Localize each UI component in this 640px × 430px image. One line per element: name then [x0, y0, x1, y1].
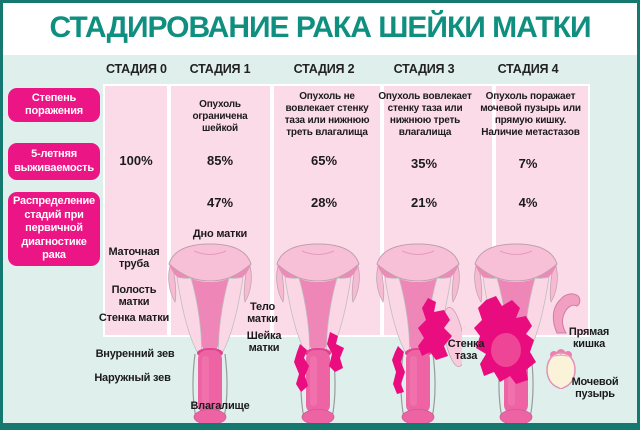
label-uterine-body: Тело матки — [247, 301, 278, 326]
infographic-title: СТАДИРОВАНИЕ РАКА ШЕЙКИ МАТКИ — [49, 11, 591, 44]
stage-1-survival-value: 85% — [206, 153, 234, 168]
label-fallopian-tube: Маточная труба — [108, 246, 160, 271]
stage-3-header: СТАДИЯ 3 — [393, 62, 455, 76]
label-rectum: Прямая кишка — [568, 326, 610, 351]
stage-2-header: СТАДИЯ 2 — [293, 62, 355, 76]
uterus-illustration-stage-2 — [276, 243, 360, 426]
rectum-illustration — [552, 293, 581, 334]
stage-4-header: СТАДИЯ 4 — [497, 62, 559, 76]
stage-2-distribution-value: 28% — [310, 195, 338, 210]
row-label-survival: 5-летняя выживаемость — [8, 143, 100, 180]
stage-0-panel — [105, 86, 167, 335]
bladder-illustration — [546, 349, 576, 389]
stage-4-description: Опухоль поражает мочевой пузырь или прям… — [480, 91, 581, 138]
stage-4-survival-value: 7% — [518, 156, 538, 171]
stage-0-survival-value: 100% — [119, 153, 153, 168]
label-uterine-wall: Стенка матки — [98, 312, 170, 324]
row-label-distribution: Распределение стадий при первичной диагн… — [8, 192, 100, 266]
stage-3-distribution-value: 21% — [410, 195, 438, 210]
label-vagina: Влагалище — [190, 400, 250, 412]
stage-0-header: СТАДИЯ 0 — [106, 62, 167, 76]
uterus-illustration-stage-4 — [474, 243, 558, 426]
stage-1-description: Опухоль ограничена шейкой — [192, 99, 248, 134]
label-internal-os: Внуренний зев — [95, 348, 175, 360]
stage-3-description: Опухоль вовлекает стенку таза или нижнюю… — [378, 91, 472, 138]
label-external-os: Наружный зев — [94, 372, 171, 384]
stage-1-distribution-value: 47% — [206, 195, 234, 210]
label-bladder: Мочевой пузырь — [571, 376, 619, 401]
uterus-illustration-stage-3 — [376, 243, 462, 426]
title-band — [3, 3, 637, 55]
label-fundus: Дно матки — [192, 228, 248, 240]
stage-2-survival-value: 65% — [310, 153, 338, 168]
label-pelvic-wall: Стенка таза — [447, 338, 485, 363]
stage-4-distribution-value: 4% — [518, 195, 538, 210]
row-label-severity: Степень поражения — [8, 88, 100, 122]
label-cervix: Шейка матки — [246, 330, 282, 355]
stage-2-description: Опухоль не вовлекает стенку таза или ниж… — [284, 91, 370, 138]
label-uterine-cavity: Полость матки — [111, 284, 157, 309]
stage-3-survival-value: 35% — [410, 156, 438, 171]
stage-1-header: СТАДИЯ 1 — [189, 62, 251, 76]
